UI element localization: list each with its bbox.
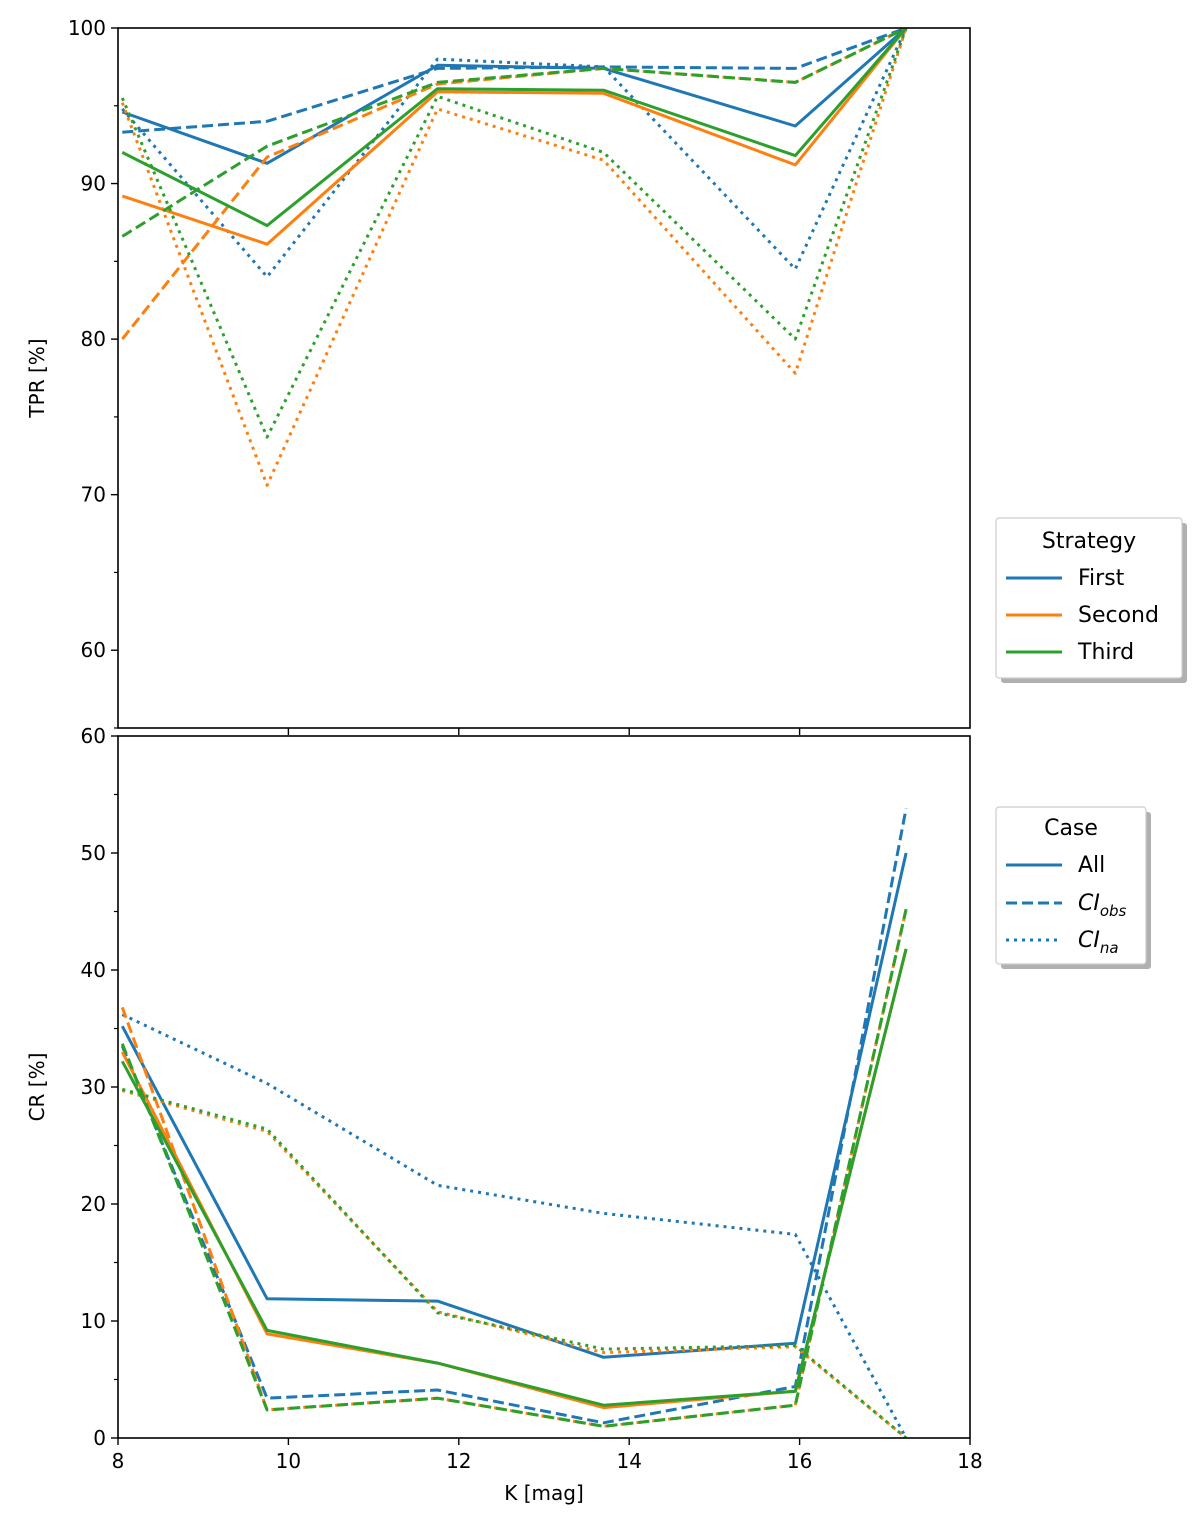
series-line-second-all xyxy=(121,28,908,246)
y-tick-label: 30 xyxy=(81,1075,106,1099)
series-line-third-ci-obs xyxy=(121,28,907,238)
legend-label-first: First xyxy=(1078,566,1125,591)
y-tick-label: 60 xyxy=(81,724,106,748)
series-line-second-ci-na xyxy=(120,28,908,487)
series-line-first-ci-na xyxy=(121,1013,908,1438)
series-line-second-ci-na xyxy=(121,1089,908,1438)
y-axis-label: TPR [%] xyxy=(25,338,49,418)
case-legend: Case All CIobs CIna xyxy=(995,806,1151,969)
legend-label-second: Second xyxy=(1078,603,1159,628)
series-group xyxy=(120,808,908,1438)
y-tick-label: 40 xyxy=(81,958,106,982)
legend-title: Strategy xyxy=(1042,529,1136,554)
legend-label-third: Third xyxy=(1077,640,1134,665)
series-line-first-ci-na xyxy=(121,28,908,279)
series-line-third-all xyxy=(120,948,908,1407)
legend-label-ci-obs: CIobs xyxy=(1078,891,1127,920)
series-line-third-all xyxy=(121,28,908,228)
axes-frame xyxy=(117,735,971,1439)
strategy-legend: Strategy First Second Third xyxy=(995,517,1187,683)
axes-frame xyxy=(117,27,971,729)
legend-box xyxy=(995,517,1183,679)
y-tick-label: 10 xyxy=(81,1309,106,1333)
series-line-first-all xyxy=(121,28,908,165)
x-tick-label: 16 xyxy=(787,1449,812,1473)
y-tick-label: 90 xyxy=(81,172,106,196)
legend-label-ci-na-sub: na xyxy=(1100,939,1119,957)
x-axis-label: K [mag] xyxy=(504,1481,584,1505)
x-tick-label: 8 xyxy=(112,1449,125,1473)
y-tick-label: 50 xyxy=(81,841,106,865)
series-line-second-ci-obs xyxy=(120,908,908,1428)
series-line-first-ci-obs xyxy=(120,808,908,1425)
x-tick-label: 14 xyxy=(616,1449,641,1473)
y-tick-label: 70 xyxy=(81,483,106,507)
legend-label-ci-na: CIna xyxy=(1078,928,1119,957)
series-group xyxy=(120,28,908,487)
y-tick-label: 0 xyxy=(93,1426,106,1450)
series-line-first-all xyxy=(120,852,908,1359)
legend-label-ci-obs-main: CI xyxy=(1078,891,1100,916)
series-line-third-ci-na xyxy=(121,1087,908,1438)
y-tick-label: 20 xyxy=(81,1192,106,1216)
legend-title: Case xyxy=(1044,816,1098,841)
cr-panel: 0 10 20 30 40 50 60 8 10 12 14 16 18 CR [%] K [mag] xyxy=(25,724,983,1505)
legend-label-all: All xyxy=(1078,853,1105,878)
series-line-third-ci-obs xyxy=(120,908,908,1428)
x-tick-label: 10 xyxy=(276,1449,301,1473)
legend-label-ci-na-main: CI xyxy=(1078,928,1100,953)
tpr-panel: 60 70 80 90 100 TPR [%] xyxy=(25,16,971,735)
legend-box xyxy=(995,806,1147,965)
y-axis-label: CR [%] xyxy=(25,1053,49,1122)
series-line-second-ci-obs xyxy=(121,28,907,341)
series-line-second-all xyxy=(120,948,908,1410)
x-tick-label: 18 xyxy=(957,1449,982,1473)
series-line-first-ci-obs xyxy=(122,28,907,134)
y-tick-label: 60 xyxy=(81,638,106,662)
legend-label-ci-obs-sub: obs xyxy=(1100,902,1127,920)
y-tick-label: 80 xyxy=(81,327,106,351)
x-tick-label: 12 xyxy=(446,1449,471,1473)
y-tick-label: 100 xyxy=(68,16,106,40)
